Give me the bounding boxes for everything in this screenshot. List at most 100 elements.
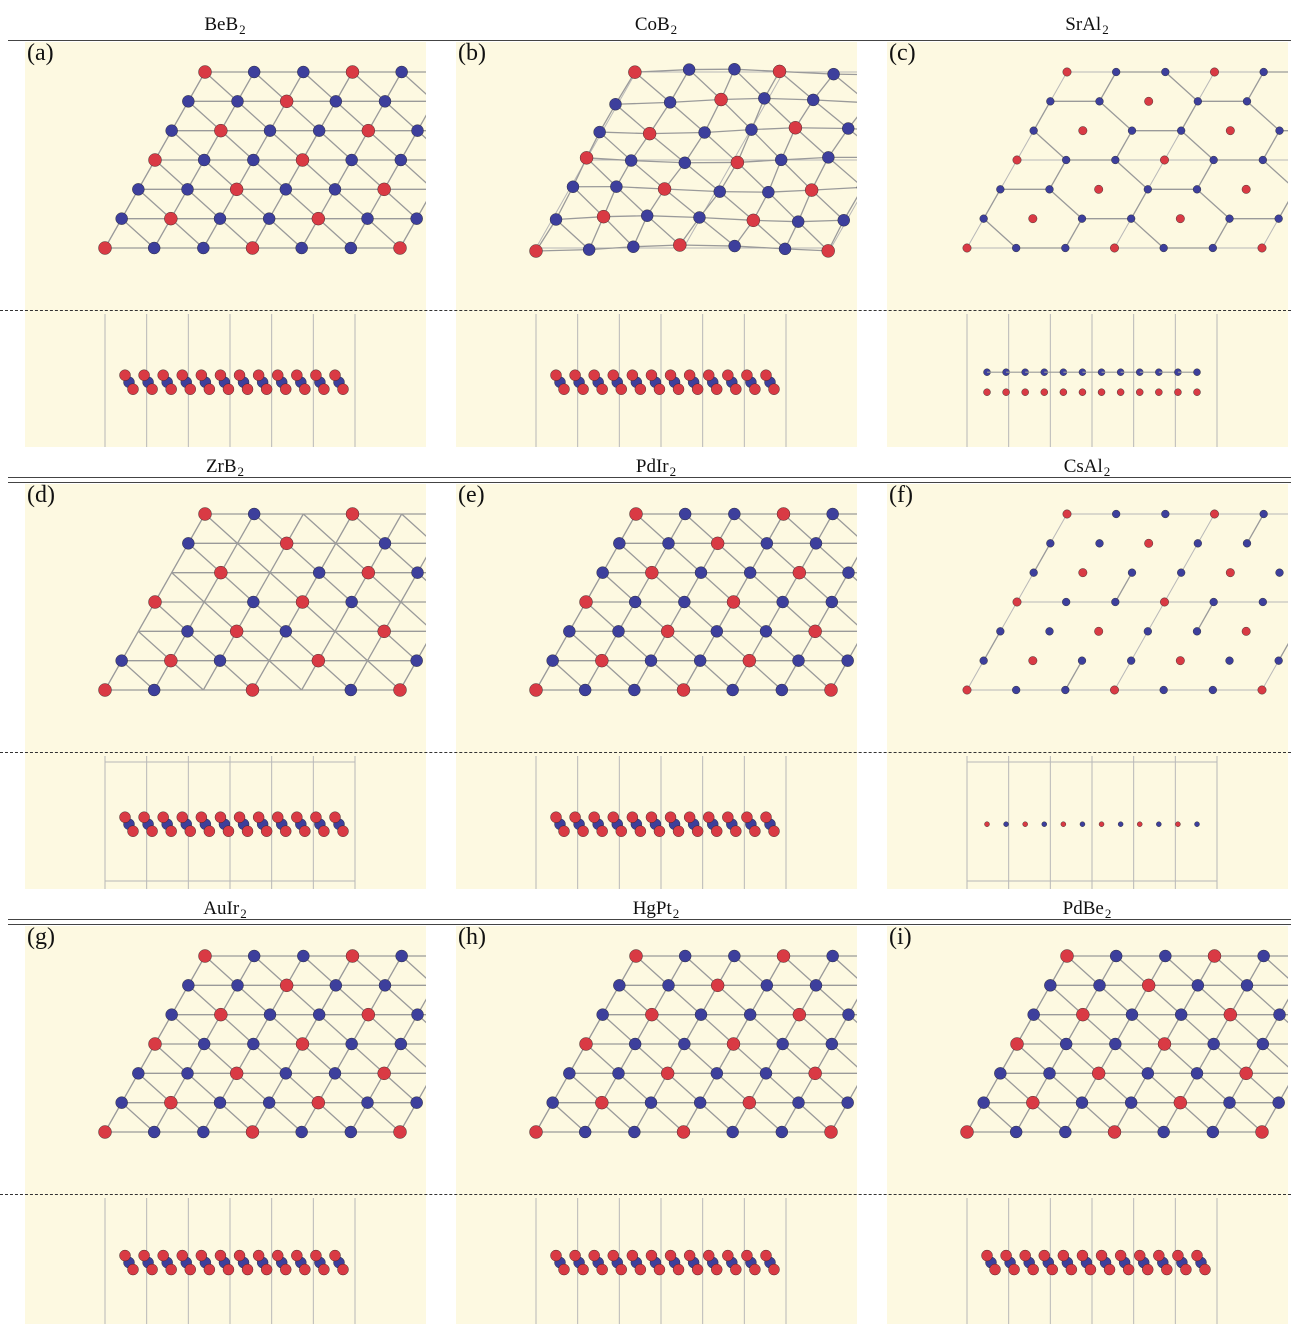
blue-atom xyxy=(248,66,260,78)
blue-atom xyxy=(1127,657,1135,665)
blue-atom xyxy=(345,242,357,254)
red-atom xyxy=(158,812,169,823)
blue-atom xyxy=(264,125,276,137)
red-atom xyxy=(761,370,772,381)
blue-atom xyxy=(1044,979,1056,991)
red-atom xyxy=(1003,389,1010,396)
bond xyxy=(1050,1073,1083,1102)
red-atom xyxy=(223,1264,234,1275)
red-atom xyxy=(793,1008,806,1021)
structure-drawing xyxy=(25,484,426,889)
blue-atom xyxy=(1195,822,1200,827)
bond xyxy=(269,661,301,690)
bond xyxy=(700,661,732,690)
bond xyxy=(1197,160,1214,189)
red-atom xyxy=(1153,1250,1164,1261)
red-atom xyxy=(280,537,293,550)
panel-label: (d) xyxy=(27,484,55,509)
blue-atom xyxy=(777,596,789,608)
red-atom xyxy=(1060,389,1067,396)
bond xyxy=(665,189,720,192)
blue-atom xyxy=(329,183,341,195)
red-atom xyxy=(246,242,259,255)
red-atom xyxy=(635,1264,646,1275)
blue-atom xyxy=(116,1097,128,1109)
bond xyxy=(669,543,702,572)
blue-atom xyxy=(1061,686,1069,694)
structure-panel: (a) xyxy=(25,42,426,447)
red-atom xyxy=(578,1264,589,1275)
bond xyxy=(303,514,336,543)
red-atom xyxy=(570,1250,581,1261)
blue-atom xyxy=(760,1067,772,1079)
bond xyxy=(647,216,699,218)
red-atom xyxy=(1123,1264,1134,1275)
bond xyxy=(1165,72,1198,101)
red-atom xyxy=(149,596,162,609)
red-atom xyxy=(318,826,329,837)
red-atom xyxy=(692,1264,703,1275)
blue-atom xyxy=(1096,539,1104,547)
bond xyxy=(795,128,848,129)
red-atom xyxy=(595,1096,608,1109)
blue-atom xyxy=(330,95,342,107)
blue-atom xyxy=(248,508,260,520)
blue-atom xyxy=(779,243,791,255)
blue-atom xyxy=(807,94,819,106)
blue-atom xyxy=(330,979,342,991)
red-atom xyxy=(722,370,733,381)
red-atom xyxy=(166,1264,177,1275)
red-atom xyxy=(749,384,760,395)
bond xyxy=(984,189,1001,218)
bond xyxy=(600,132,650,134)
bond xyxy=(650,132,705,133)
blue-atom xyxy=(197,242,209,254)
red-atom xyxy=(234,370,245,381)
bond xyxy=(984,1103,1017,1132)
red-atom xyxy=(616,384,627,395)
red-atom xyxy=(1085,1264,1096,1275)
red-atom xyxy=(773,65,786,78)
red-atom xyxy=(1096,1250,1107,1261)
blue-atom xyxy=(1094,979,1106,991)
red-atom xyxy=(1192,1250,1203,1261)
red-atom xyxy=(253,1250,264,1261)
red-atom xyxy=(261,826,272,837)
blue-atom xyxy=(1112,510,1120,518)
blue-atom xyxy=(1096,97,1104,105)
blue-atom xyxy=(678,596,690,608)
red-atom xyxy=(597,826,608,837)
bond xyxy=(303,72,336,101)
red-atom xyxy=(261,384,272,395)
red-atom xyxy=(1022,389,1029,396)
blue-atom xyxy=(777,1038,789,1050)
blue-atom xyxy=(362,1097,374,1109)
red-atom xyxy=(530,684,543,697)
blue-atom xyxy=(776,1126,788,1138)
blue-atom xyxy=(1258,950,1270,962)
blue-atom xyxy=(116,655,128,667)
blue-atom xyxy=(994,1067,1006,1079)
bond xyxy=(253,1044,286,1073)
bond xyxy=(238,985,271,1014)
view-separator xyxy=(0,752,1291,753)
bond xyxy=(122,661,155,690)
blue-atom xyxy=(296,242,308,254)
red-atom xyxy=(312,1096,325,1109)
blue-atom xyxy=(980,657,988,665)
blue-atom xyxy=(826,1038,838,1050)
bond xyxy=(401,602,426,631)
blue-atom xyxy=(663,979,675,991)
bond xyxy=(253,160,286,189)
bond xyxy=(188,631,221,660)
red-atom xyxy=(1001,1250,1012,1261)
red-atom xyxy=(185,826,196,837)
red-atom xyxy=(1210,510,1218,518)
red-atom xyxy=(1094,185,1102,193)
red-atom xyxy=(654,384,665,395)
bond xyxy=(720,192,769,193)
red-atom xyxy=(199,508,212,521)
red-atom xyxy=(703,812,714,823)
bond xyxy=(816,543,849,572)
bond xyxy=(684,602,717,631)
